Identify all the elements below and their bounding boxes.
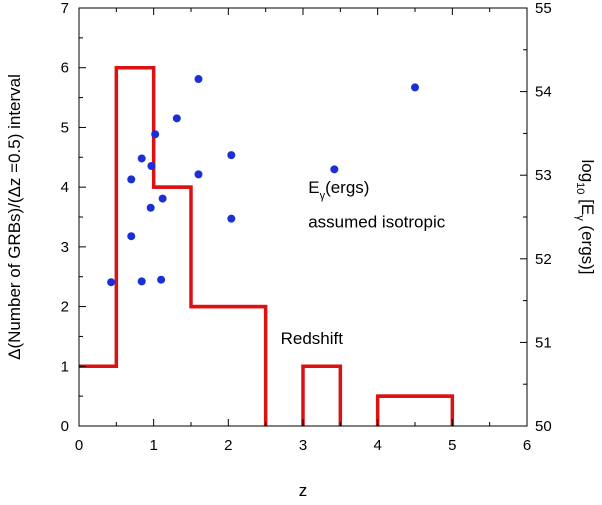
scatter-point-0 [107,278,116,287]
y-right-tick-label-1: 51 [535,334,552,351]
scatter-point-14 [227,151,236,160]
y-left-tick-label-6: 6 [61,60,69,77]
x-tick-label-6: 6 [523,437,531,454]
y-left-tick-label-4: 4 [61,179,69,196]
y-right-title-rest1: [E [578,194,597,215]
scatter-annotation-line2: assumed isotropic [308,213,446,232]
y-left-axis-ticks: 0 1 2 3 4 5 6 7 [61,0,86,435]
scatter-point-8 [157,275,166,284]
scatter-point-9 [158,194,167,203]
y-right-title-subgamma: γ [574,215,586,221]
scatter-point-4 [137,154,146,163]
scatter-layer [107,75,419,287]
y-left-tick-label-5: 5 [61,119,69,136]
x-axis-ticks: 0 1 2 3 4 5 6 [75,8,531,454]
x-tick-label-3: 3 [299,437,307,454]
y-right-tick-label-0: 50 [535,418,552,435]
x-tick-label-2: 2 [224,437,232,454]
y-left-tick-label-0: 0 [61,418,69,435]
x-tick-label-5: 5 [448,437,456,454]
y-right-title-sub10: 10 [574,182,586,194]
x-axis-title: z [299,481,308,500]
x-tick-label-1: 1 [149,437,157,454]
scatter-point-5 [146,203,155,212]
scatter-point-15 [330,165,339,174]
x-tick-label-4: 4 [373,437,381,454]
scatter-annotation-sub: γ [320,190,326,202]
histogram-annotation: Redshift [281,329,344,348]
scatter-point-1 [127,232,136,241]
scatter-point-12 [194,75,203,84]
y-right-axis-title: log10 [Eγ (ergs)] [574,159,597,274]
scatter-annotation-line1: Eγ(ergs) [308,178,369,202]
histogram-outline [79,65,455,426]
plot-frame [78,7,528,427]
y-right-axis-ticks: 50 51 52 53 54 55 [520,0,552,435]
y-right-tick-label-5: 55 [535,0,552,17]
y-left-tick-label-3: 3 [61,239,69,256]
scatter-point-11 [194,170,203,179]
y-right-title-rest2: (ergs)] [578,221,597,275]
scatter-point-7 [151,130,160,139]
y-left-tick-label-7: 7 [61,0,69,17]
y-right-tick-label-4: 54 [535,84,552,101]
y-right-tick-label-3: 53 [535,167,552,184]
scatter-point-2 [127,175,136,184]
scatter-annotation-rest: (ergs) [325,178,369,197]
x-tick-label-0: 0 [75,437,83,454]
y-right-title-log: log [578,159,597,182]
scatter-point-16 [411,83,419,92]
scatter-point-10 [172,114,181,123]
scatter-point-6 [147,162,156,171]
histogram-layer [79,65,455,426]
y-left-tick-label-2: 2 [61,299,69,316]
scatter-annotation-e: E [308,178,319,197]
scatter-point-13 [227,214,236,223]
scatter-point-3 [137,277,146,286]
y-left-tick-label-1: 1 [61,358,69,375]
y-right-tick-label-2: 52 [535,251,552,268]
y-left-axis-title: Δ(Number of GRBs)/(Δz =0.5) interval [5,74,24,360]
